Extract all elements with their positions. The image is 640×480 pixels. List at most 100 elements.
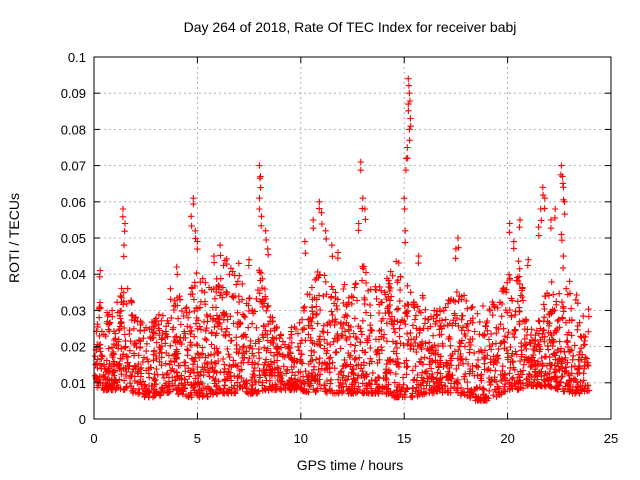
- data-point: [535, 330, 543, 337]
- data-point: [288, 385, 296, 392]
- data-point: [413, 325, 420, 332]
- data-point: [342, 362, 350, 369]
- data-point: [252, 340, 259, 347]
- data-point: [199, 390, 206, 397]
- data-point: [214, 350, 221, 357]
- data-point: [294, 343, 302, 350]
- data-point: [355, 383, 362, 390]
- data-point: [118, 298, 125, 306]
- data-point: [223, 325, 231, 332]
- data-point: [309, 308, 316, 315]
- data-point: [100, 331, 108, 338]
- data-point: [521, 318, 529, 325]
- y-tick-label: 0.04: [61, 267, 86, 282]
- data-point: [360, 390, 367, 397]
- data-point: [285, 343, 292, 350]
- data-point: [328, 283, 335, 290]
- data-point: [314, 268, 321, 276]
- data-point: [128, 373, 135, 380]
- data-point: [126, 347, 134, 354]
- data-point: [409, 390, 416, 397]
- data-point: [315, 292, 323, 299]
- data-point: [333, 349, 340, 356]
- data-point: [208, 286, 215, 293]
- data-point: [453, 315, 461, 322]
- data-point: [568, 370, 575, 377]
- data-point: [329, 286, 337, 293]
- data-point: [491, 374, 498, 381]
- data-point: [562, 319, 570, 326]
- data-point: [426, 355, 433, 362]
- data-point: [208, 341, 215, 348]
- data-point: [372, 390, 379, 397]
- data-point: [330, 338, 337, 345]
- data-point: [358, 389, 366, 396]
- data-point: [142, 387, 150, 394]
- data-point: [560, 252, 567, 260]
- data-point: [174, 372, 181, 380]
- data-point: [476, 384, 483, 391]
- data-point: [467, 341, 475, 349]
- data-point: [384, 305, 391, 312]
- data-point: [213, 312, 221, 319]
- data-point: [485, 365, 492, 373]
- data-point: [201, 289, 208, 296]
- data-point: [493, 378, 500, 385]
- data-point: [259, 379, 266, 386]
- data-point: [563, 285, 570, 292]
- data-point: [426, 389, 433, 397]
- data-point: [187, 391, 194, 399]
- data-point: [214, 322, 222, 330]
- data-point: [368, 358, 375, 365]
- data-point: [523, 375, 530, 383]
- data-point: [159, 329, 166, 337]
- data-point: [181, 328, 188, 335]
- data-point: [223, 260, 230, 268]
- data-point: [583, 355, 590, 362]
- data-point: [406, 126, 413, 133]
- data-point: [422, 315, 429, 322]
- data-point: [246, 294, 253, 302]
- data-point: [359, 263, 366, 270]
- data-point: [174, 271, 181, 278]
- data-point: [96, 332, 103, 340]
- data-point: [556, 367, 563, 374]
- data-point: [202, 327, 209, 334]
- data-point: [264, 345, 271, 352]
- data-point: [386, 297, 394, 304]
- data-point: [429, 343, 436, 350]
- data-point: [262, 356, 270, 363]
- data-point: [122, 364, 129, 371]
- data-point: [576, 356, 583, 364]
- data-point: [164, 369, 171, 377]
- data-point: [146, 374, 153, 381]
- data-point: [103, 320, 111, 327]
- data-point: [487, 356, 494, 363]
- data-point: [147, 364, 155, 371]
- data-point: [172, 352, 179, 359]
- data-point: [568, 305, 575, 312]
- data-point: [413, 384, 420, 391]
- data-point: [96, 375, 104, 383]
- data-point: [552, 376, 559, 384]
- data-point: [416, 307, 423, 315]
- data-point: [478, 371, 485, 378]
- data-point: [235, 350, 242, 357]
- data-point: [378, 287, 385, 294]
- data-point: [277, 344, 285, 351]
- data-point: [542, 383, 549, 390]
- data-point: [434, 369, 441, 376]
- data-point: [345, 373, 352, 380]
- data-point: [403, 155, 410, 162]
- data-point: [310, 366, 317, 373]
- data-point: [193, 269, 200, 277]
- data-point: [480, 354, 488, 361]
- data-point: [458, 390, 465, 397]
- data-point: [491, 304, 498, 311]
- data-point: [359, 368, 366, 375]
- data-point: [402, 239, 409, 246]
- data-point: [207, 351, 215, 358]
- data-point: [532, 383, 540, 390]
- data-point: [537, 336, 544, 343]
- data-point: [487, 346, 495, 353]
